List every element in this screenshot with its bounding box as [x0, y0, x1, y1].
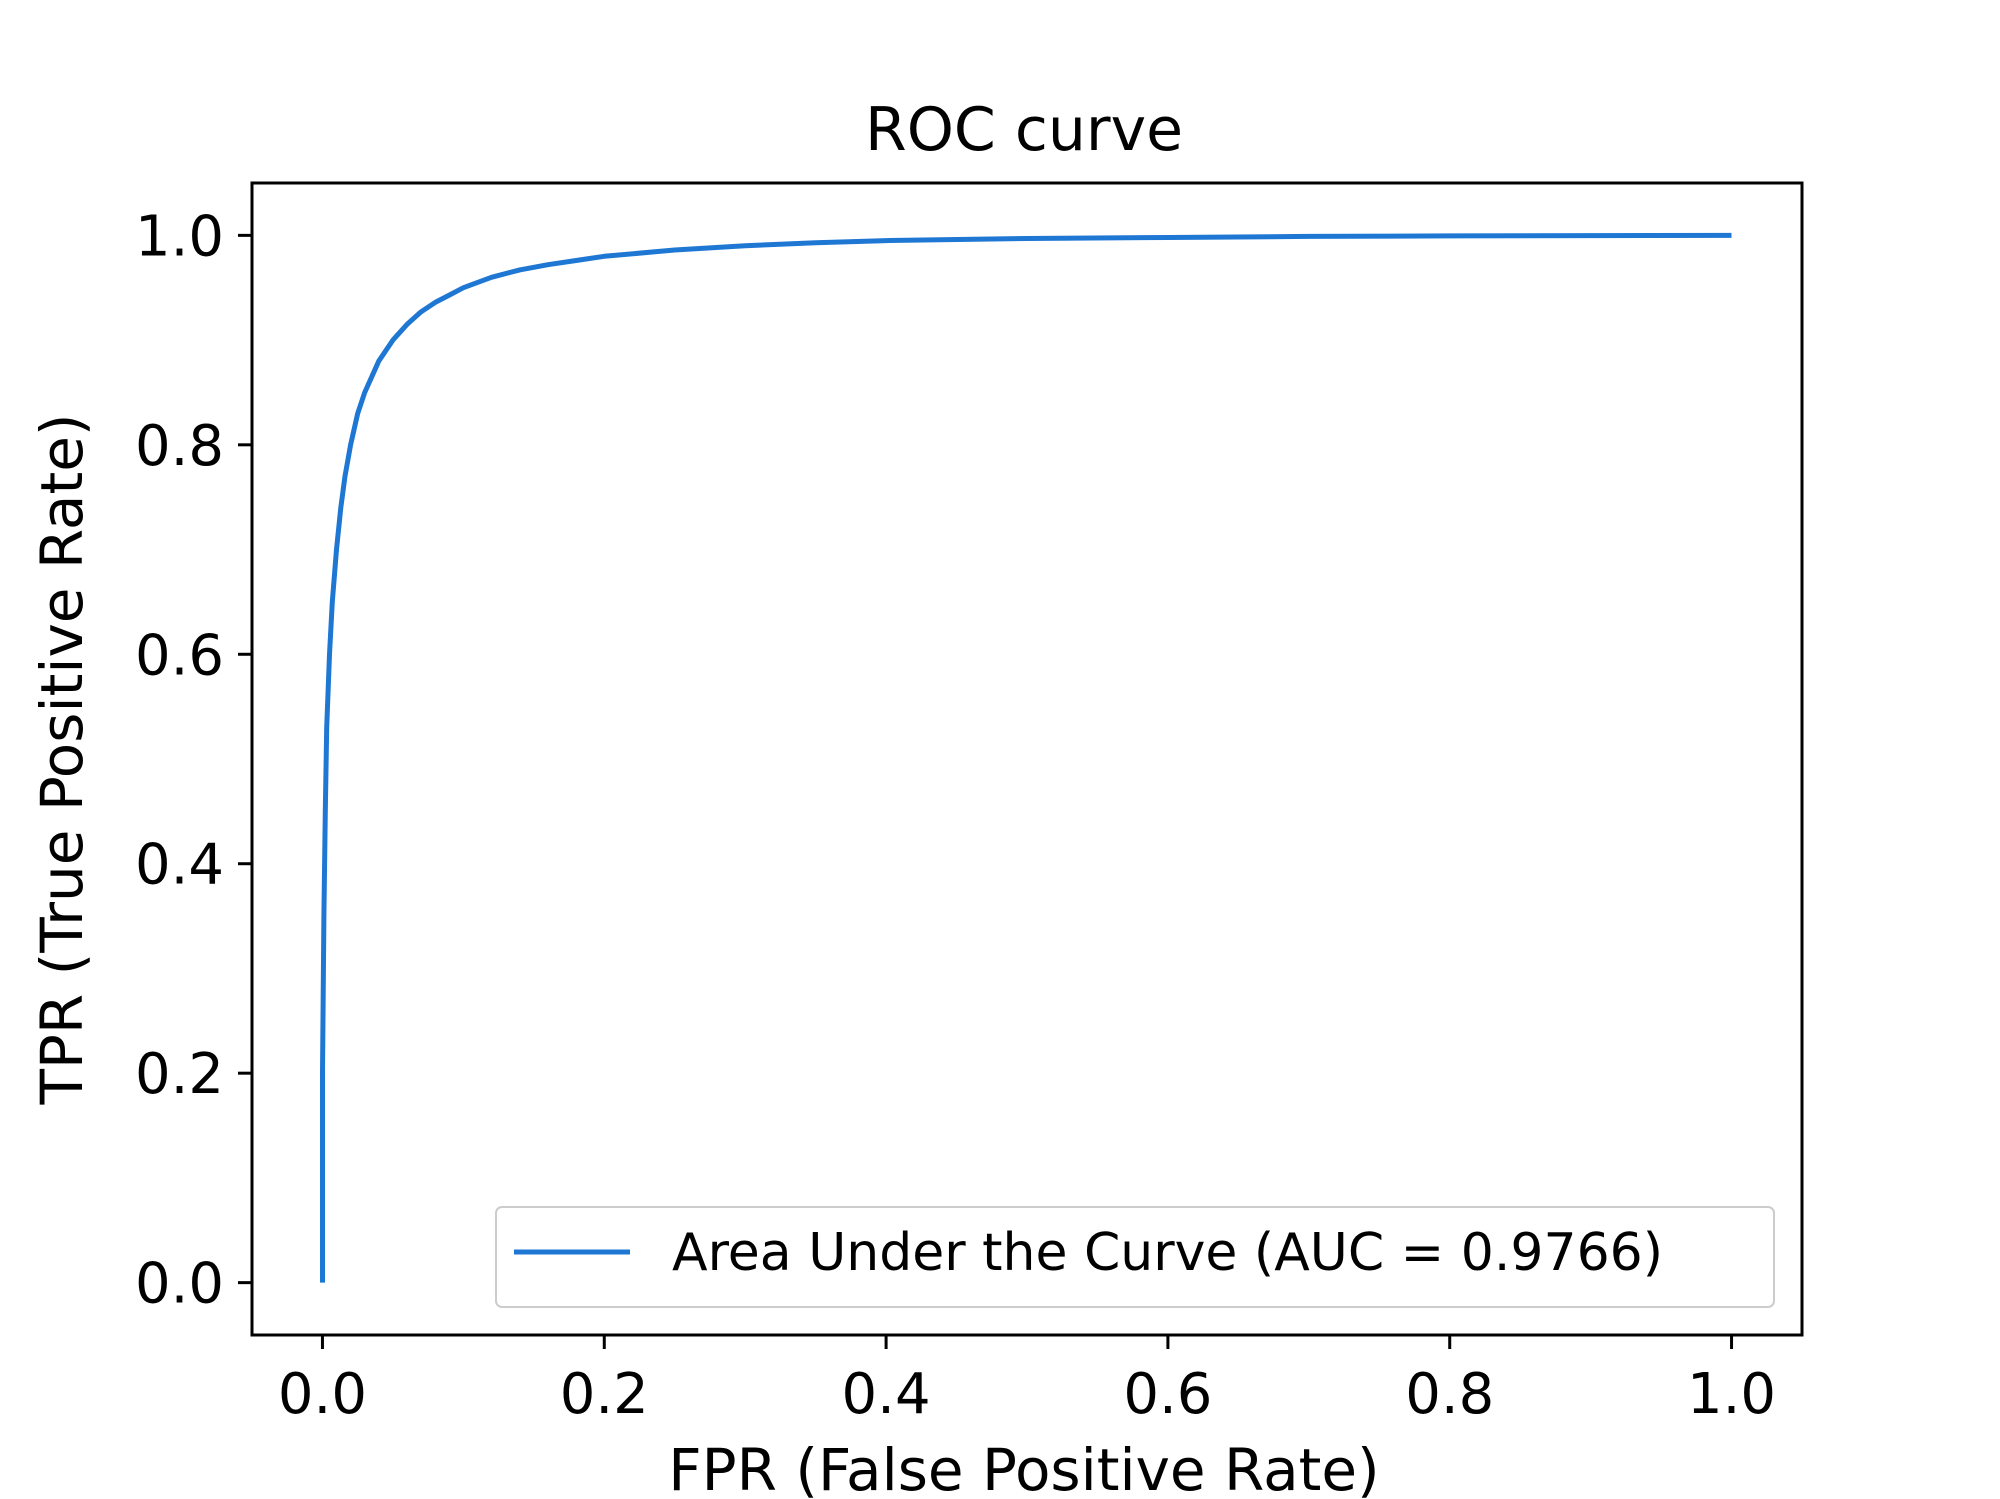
y-tick-label: 0.6: [135, 623, 224, 688]
roc-series-line: [320, 232, 1732, 1283]
x-tick-label: 0.2: [560, 1362, 649, 1427]
x-tick-label: 0.4: [842, 1362, 931, 1427]
y-tick-label: 1.0: [135, 204, 224, 269]
x-tick-label: 1.0: [1687, 1362, 1776, 1427]
legend-frame: [495, 1206, 1775, 1308]
x-tick-label: 0.8: [1405, 1362, 1494, 1427]
x-axis: 0.0 0.2 0.4 0.6 0.8 1.0: [278, 1335, 1776, 1427]
y-tick-label: 0.2: [135, 1042, 224, 1107]
plot-area-frame: [250, 181, 1804, 1337]
y-tick-label: 0.4: [135, 833, 224, 898]
y-tick-label: 0.8: [135, 414, 224, 479]
legend-label: Area Under the Curve (AUC = 0.9766): [672, 1223, 1663, 1283]
x-tick-label: 0.6: [1123, 1362, 1212, 1427]
curve-layer: [320, 232, 1732, 1283]
y-axis-label: TPR (True Positive Rate): [28, 413, 96, 1105]
x-axis-label: FPR (False Positive Rate): [668, 1436, 1379, 1499]
chart-title: ROC curve: [865, 95, 1183, 165]
legend: Area Under the Curve (AUC = 0.9766): [495, 1206, 1775, 1308]
y-tick-label: 0.0: [135, 1252, 224, 1317]
y-axis: 0.0 0.2 0.4 0.6 0.8 1.0: [135, 204, 252, 1317]
x-tick-label: 0.0: [278, 1362, 367, 1427]
